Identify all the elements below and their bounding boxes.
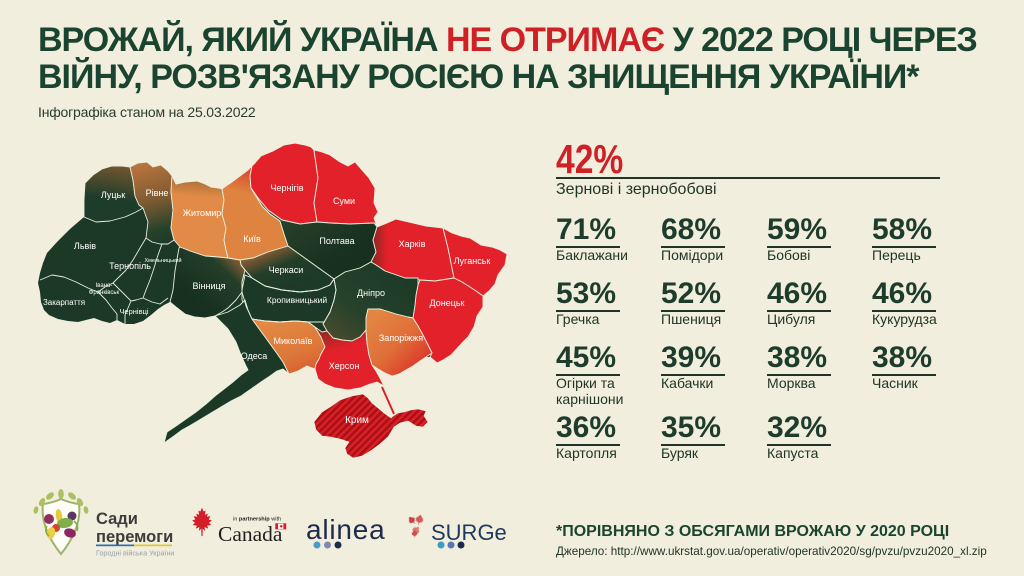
svg-text:Тернопіль: Тернопіль	[109, 261, 151, 271]
svg-text:Херсон: Херсон	[329, 361, 360, 371]
svg-text:Сади: Сади	[96, 510, 138, 528]
svg-text:alinea: alinea	[306, 514, 386, 545]
svg-text:Canada: Canada	[218, 522, 283, 546]
svg-text:Чернігів: Чернігів	[270, 183, 303, 193]
svg-text:Хмельницький: Хмельницький	[144, 257, 181, 264]
svg-text:Луганськ: Луганськ	[454, 256, 491, 266]
svg-text:Черкаси: Черкаси	[269, 265, 304, 275]
svg-text:Львів: Львів	[74, 241, 96, 251]
svg-text:in partnership with: in partnership with	[233, 517, 281, 523]
svg-text:Суми: Суми	[333, 196, 355, 206]
svg-text:Дніпро: Дніпро	[357, 288, 385, 298]
svg-text:Полтава: Полтава	[319, 236, 354, 246]
svg-text:Кропивницький: Кропивницький	[267, 295, 327, 305]
svg-text:Городні війська України: Городні війська України	[96, 549, 174, 558]
svg-text:Одеса: Одеса	[241, 351, 268, 361]
svg-text:Запоріжжя: Запоріжжя	[379, 333, 423, 343]
svg-text:Рівне: Рівне	[146, 188, 169, 198]
svg-text:Харків: Харків	[399, 239, 426, 249]
svg-text:перемоги: перемоги	[96, 528, 173, 546]
svg-text:Донецьк: Донецьк	[430, 298, 465, 308]
svg-text:Київ: Київ	[243, 234, 261, 244]
svg-text:Закарпаття: Закарпаття	[43, 298, 85, 307]
svg-text:Житомир: Житомир	[183, 208, 222, 218]
svg-text:Луцьк: Луцьк	[101, 190, 125, 200]
svg-text:SURGe: SURGe	[431, 520, 507, 545]
svg-text:Франківськ: Франківськ	[89, 290, 120, 296]
svg-text:Івано-: Івано-	[96, 283, 113, 289]
svg-text:Миколаїв: Миколаїв	[274, 336, 313, 346]
svg-text:Вінниця: Вінниця	[193, 281, 226, 291]
svg-text:Крим: Крим	[345, 415, 369, 426]
svg-text:Чернівці: Чернівці	[119, 307, 148, 316]
